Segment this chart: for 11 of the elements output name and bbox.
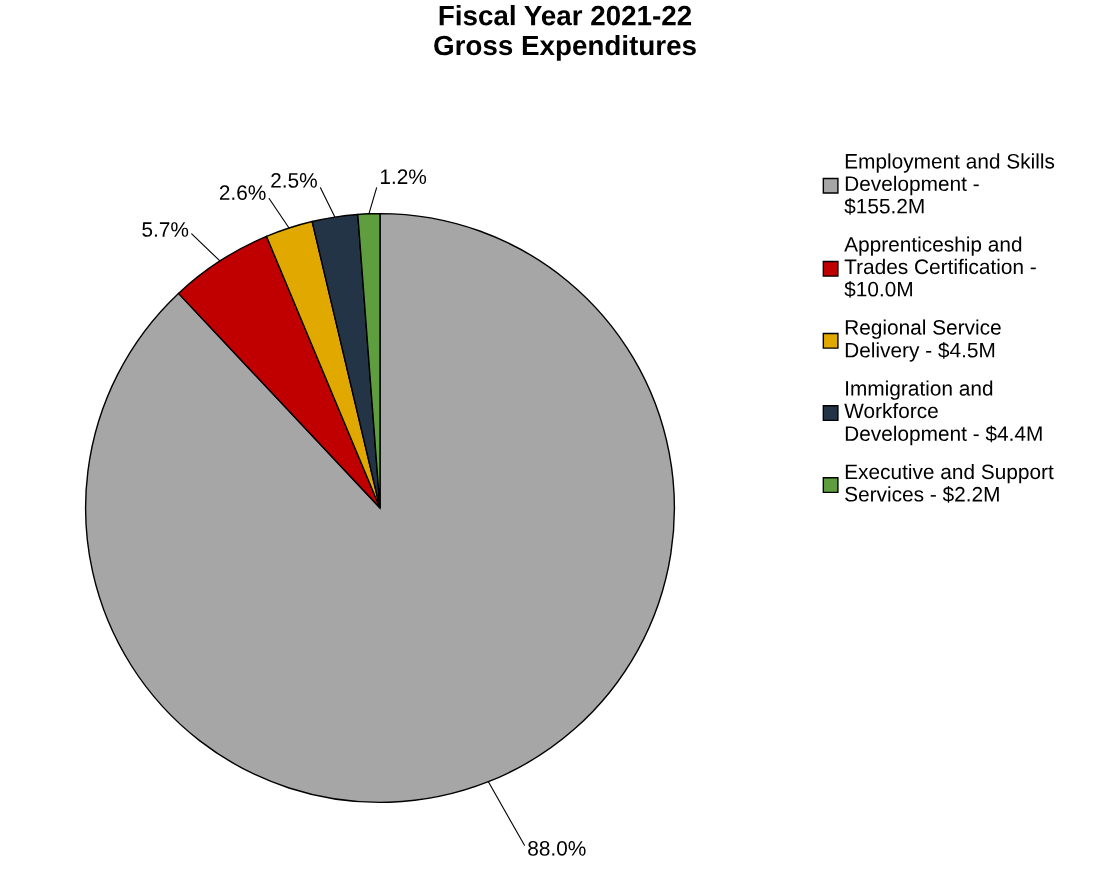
data-label: 2.5% [271,173,317,188]
legend-label: Executive and Support Services - $2.2M [845,463,1054,503]
legend-label: Apprenticeship and Trades Certification - $10.0M [844,236,1036,298]
legend-label: Employment and Skills Development - $155.2M [844,153,1055,215]
data-label: 88.0% [528,841,586,856]
legend-label: Immigration and Workforce Development - $4.4M [844,380,1042,446]
data-label: 2.6% [219,185,266,200]
legend-label: Regional Service Delivery - $4.5M [845,319,1001,362]
data-label: 5.7% [142,222,189,237]
chart-title: Fiscal Year 2021-22 Gross Expenditures [434,5,696,61]
data-label: 1.2% [380,169,427,185]
